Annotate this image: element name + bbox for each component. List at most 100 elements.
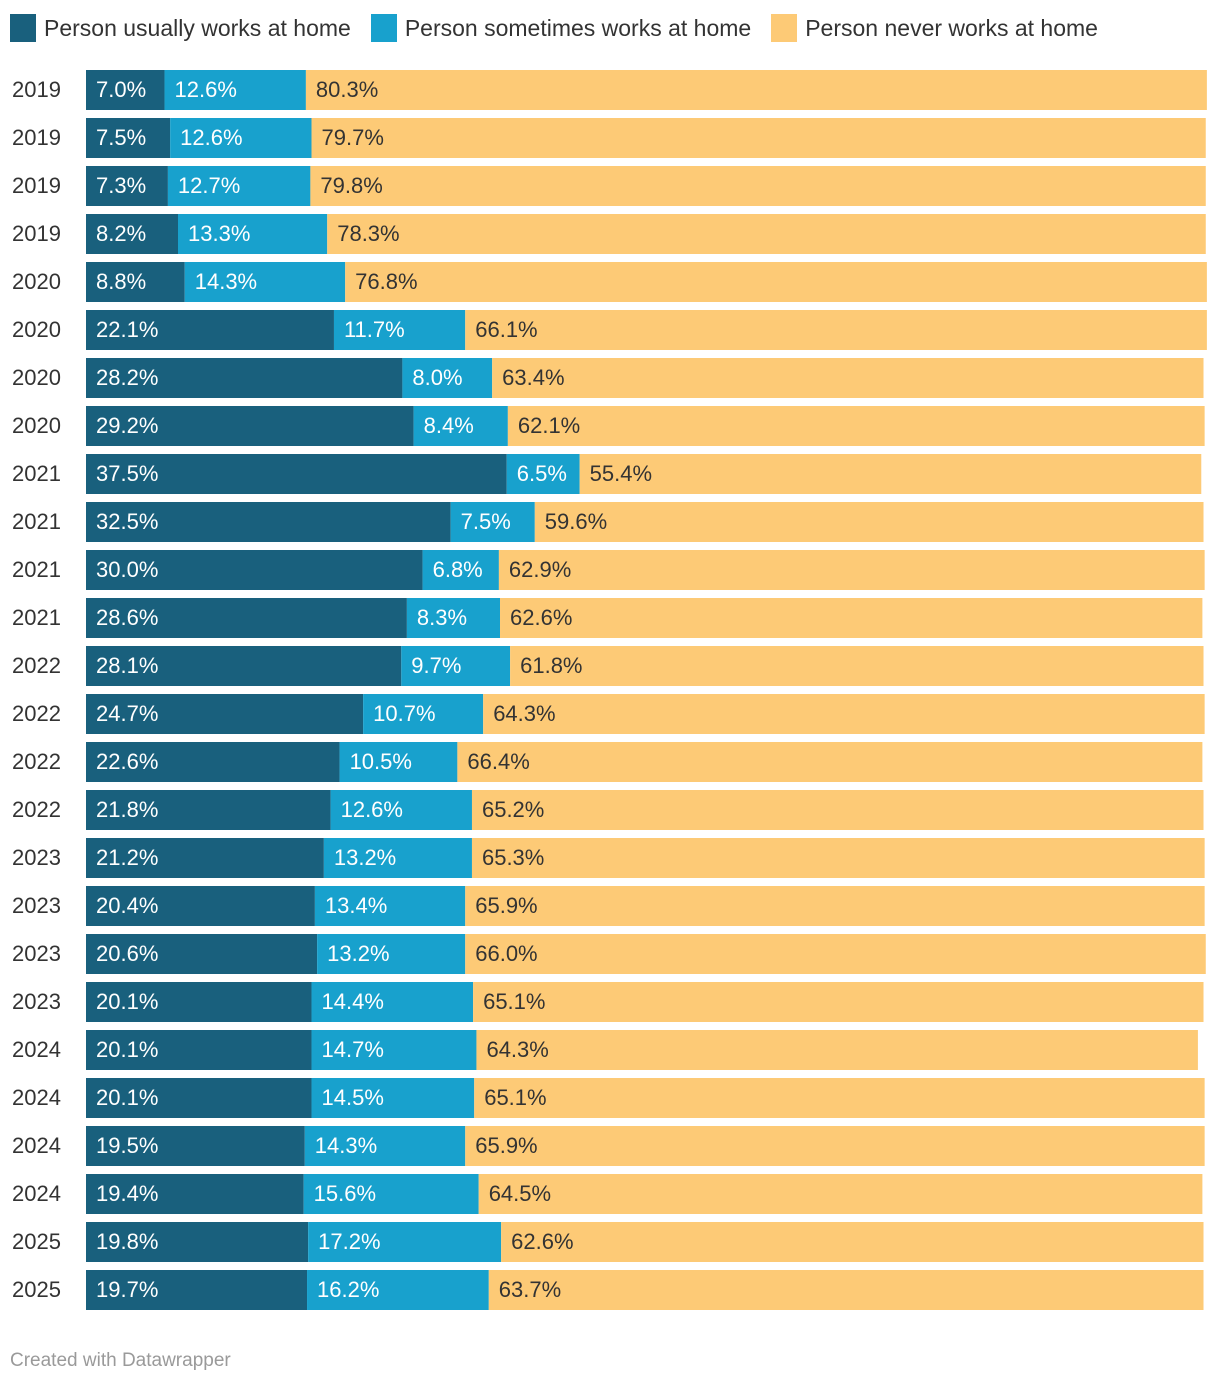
bar-segment-sometimes — [402, 358, 493, 398]
data-label-usually: 20.6% — [96, 941, 158, 966]
bar-row: 2021 28.6% 8.3% 62.6% — [12, 598, 1203, 638]
bar-segment-usually — [86, 262, 185, 302]
bar-segment-never — [507, 406, 1205, 446]
category-label: 2023 — [12, 893, 61, 918]
bar-row: 2023 20.4% 13.4% 65.9% — [12, 886, 1205, 926]
bar-segment-sometimes — [422, 550, 499, 590]
category-label: 2025 — [12, 1277, 61, 1302]
data-label-sometimes: 11.7% — [344, 317, 405, 342]
bar-row: 2020 28.2% 8.0% 63.4% — [12, 358, 1204, 398]
data-label-sometimes: 6.8% — [433, 557, 483, 582]
bar-segment-never — [465, 310, 1207, 350]
bar-segment-sometimes — [164, 70, 306, 110]
data-label-never: 59.6% — [545, 509, 607, 534]
bar-row: 2023 21.2% 13.2% 65.3% — [12, 838, 1205, 878]
bar-segment-never — [474, 1078, 1205, 1118]
data-label-sometimes: 6.5% — [517, 461, 567, 486]
bar-segment-never — [488, 1270, 1204, 1310]
category-label: 2022 — [12, 701, 61, 726]
bar-segment-sometimes — [311, 1030, 477, 1070]
data-label-usually: 29.2% — [96, 413, 158, 438]
data-label-sometimes: 8.0% — [412, 365, 462, 390]
footer-credit: Created with Datawrapper — [10, 1350, 231, 1371]
category-label: 2021 — [12, 605, 61, 630]
data-label-sometimes: 12.6% — [180, 125, 242, 150]
bar-segment-never — [310, 166, 1206, 206]
bar-segment-sometimes — [317, 934, 466, 974]
data-label-usually: 8.8% — [96, 269, 146, 294]
data-label-never: 64.5% — [489, 1181, 551, 1206]
data-label-usually: 22.6% — [96, 749, 158, 774]
bar-segment-never — [498, 550, 1205, 590]
data-label-never: 79.8% — [320, 173, 382, 198]
bar-segment-usually — [86, 694, 364, 734]
bar-segment-never — [476, 1030, 1198, 1070]
bar-segment-sometimes — [333, 310, 466, 350]
bar-segment-sometimes — [406, 598, 501, 638]
data-label-usually: 21.2% — [96, 845, 158, 870]
data-label-sometimes: 14.3% — [195, 269, 257, 294]
category-label: 2024 — [12, 1085, 61, 1110]
bar-segment-never — [465, 1126, 1205, 1166]
data-label-never: 65.1% — [483, 989, 545, 1014]
category-label: 2021 — [12, 509, 61, 534]
bar-row: 2022 28.1% 9.7% 61.8% — [12, 646, 1204, 686]
category-label: 2024 — [12, 1037, 61, 1062]
data-label-never: 66.0% — [475, 941, 537, 966]
category-label: 2019 — [12, 173, 61, 198]
data-label-never: 62.6% — [510, 605, 572, 630]
bar-segment-never — [471, 838, 1205, 878]
bar-segment-never — [534, 502, 1204, 542]
bar-segment-never — [510, 646, 1204, 686]
data-label-sometimes: 12.6% — [175, 77, 237, 102]
data-label-usually: 20.1% — [96, 1037, 158, 1062]
bar-segment-never — [311, 118, 1206, 158]
bar-segment-usually — [86, 550, 423, 590]
bar-segment-usually — [86, 742, 340, 782]
bar-segment-usually — [86, 1222, 309, 1262]
legend: Person usually works at home Person some… — [10, 12, 1118, 44]
data-label-usually: 37.5% — [96, 461, 158, 486]
bar-segment-never — [483, 694, 1205, 734]
bar-segment-sometimes — [450, 502, 535, 542]
bar-segment-usually — [86, 934, 318, 974]
bar-segment-never — [457, 742, 1203, 782]
data-label-usually: 28.2% — [96, 365, 158, 390]
data-label-usually: 24.7% — [96, 701, 158, 726]
bar-segment-usually — [86, 838, 324, 878]
bar-row: 2023 20.1% 14.4% 65.1% — [12, 982, 1204, 1022]
data-label-never: 64.3% — [493, 701, 555, 726]
data-label-usually: 21.8% — [96, 797, 158, 822]
bar-segment-usually — [86, 598, 407, 638]
data-label-usually: 28.6% — [96, 605, 158, 630]
data-label-never: 66.1% — [475, 317, 537, 342]
data-label-never: 62.9% — [509, 557, 571, 582]
data-label-usually: 20.4% — [96, 893, 158, 918]
data-label-sometimes: 7.5% — [461, 509, 511, 534]
data-label-sometimes: 13.2% — [334, 845, 396, 870]
category-label: 2023 — [12, 941, 61, 966]
bar-row: 2022 21.8% 12.6% 65.2% — [12, 790, 1204, 830]
bar-segment-never — [305, 70, 1207, 110]
bar-segment-sometimes — [401, 646, 511, 686]
data-label-never: 65.3% — [482, 845, 544, 870]
category-label: 2020 — [12, 269, 61, 294]
data-label-never: 62.6% — [511, 1229, 573, 1254]
category-label: 2022 — [12, 797, 61, 822]
bar-row: 2022 24.7% 10.7% 64.3% — [12, 694, 1205, 734]
category-label: 2022 — [12, 749, 61, 774]
category-label: 2023 — [12, 845, 61, 870]
legend-item-usually: Person usually works at home — [10, 14, 351, 42]
bar-row: 2021 32.5% 7.5% 59.6% — [12, 502, 1204, 542]
category-label: 2021 — [12, 557, 61, 582]
bar-row: 2024 19.4% 15.6% 64.5% — [12, 1174, 1203, 1214]
bar-row: 2020 8.8% 14.3% 76.8% — [12, 262, 1207, 302]
data-label-sometimes: 14.4% — [322, 989, 384, 1014]
data-label-never: 63.4% — [502, 365, 564, 390]
bar-segment-usually — [86, 1270, 308, 1310]
legend-label-usually: Person usually works at home — [44, 14, 351, 41]
bar-segment-never — [492, 358, 1204, 398]
legend-swatch-usually — [10, 14, 36, 42]
data-label-usually: 7.5% — [96, 125, 146, 150]
bar-segment-usually — [86, 886, 315, 926]
